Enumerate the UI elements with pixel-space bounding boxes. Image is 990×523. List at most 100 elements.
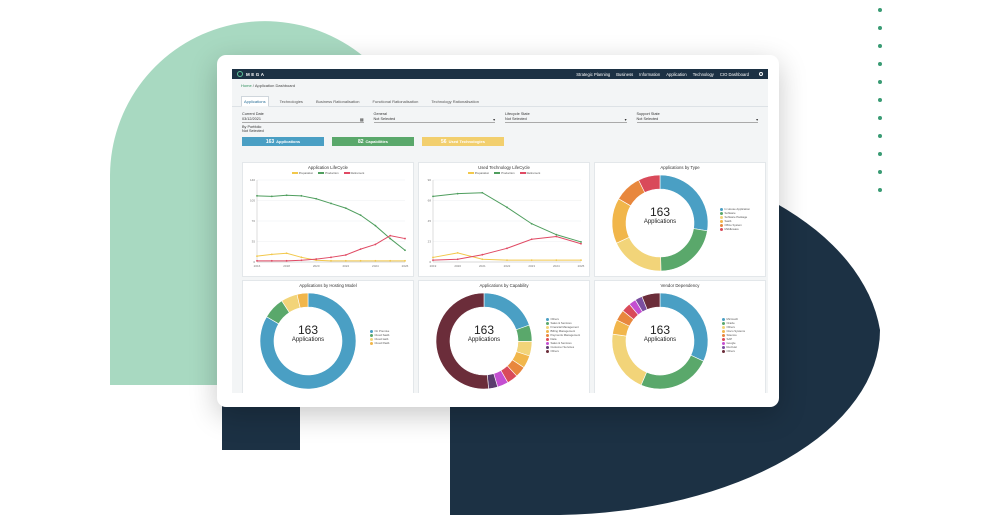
nav-strategic-planning[interactable]: Strategic Planning (576, 71, 611, 77)
donut-slice[interactable] (660, 228, 708, 272)
legend-item[interactable]: Google (722, 341, 745, 345)
breadcrumb: Home / Application Dashboard (232, 79, 768, 88)
kpi-used-technologies[interactable]: 56 Used Technologies (422, 137, 504, 146)
legend-label: Cisco Systems (726, 329, 746, 333)
donut-slice[interactable] (435, 292, 489, 390)
legend-item[interactable]: Cloud PaaS (370, 341, 389, 345)
legend-swatch (722, 337, 725, 341)
y-tick-label: 105 (250, 199, 255, 203)
legend-item[interactable]: Billing Management (546, 329, 580, 333)
legend-item[interactable]: Others (546, 317, 580, 321)
mega-logo[interactable]: MEGA (237, 71, 266, 77)
legend-item[interactable]: Financial Management (546, 325, 580, 329)
data-point (456, 192, 459, 195)
center-label: Applications (643, 219, 677, 225)
kpi-number: 163 (265, 138, 275, 145)
legend-item[interactable]: Sales & Services (546, 321, 580, 325)
nav-information[interactable]: Information (639, 71, 661, 77)
center-number: 163 (473, 323, 495, 337)
legend-item[interactable]: Payments Management (546, 333, 580, 337)
search-icon[interactable] (759, 72, 763, 76)
legend-item[interactable]: Customer Services (546, 345, 580, 349)
legend-swatch (720, 219, 723, 223)
donut-slice[interactable] (616, 236, 662, 272)
donut-slice[interactable] (296, 292, 309, 309)
filter-current-date[interactable]: Current Date 03/12/2021 ▦ (242, 112, 364, 123)
data-point (359, 259, 362, 262)
filter-general[interactable]: General Not Selected ▾ (373, 112, 495, 123)
legend-by-capability: Others Sales & Services Financial Manageme… (546, 317, 580, 353)
donut-slice[interactable] (259, 292, 357, 390)
legend-item[interactable]: In House Application (720, 207, 750, 211)
legend-item[interactable]: Software Package (720, 215, 750, 219)
legend-swatch (722, 317, 725, 321)
tab-applications[interactable]: Applications (241, 95, 269, 107)
nav-technology[interactable]: Technology (692, 71, 714, 77)
legend-item[interactable]: SaaS (720, 219, 750, 223)
tab-technology-rationalisation[interactable]: Technology Rationalisation (431, 98, 479, 104)
legend-swatch (546, 325, 549, 329)
legend-label: Payments Management (550, 333, 581, 337)
tab-functional-rationalisation[interactable]: Functional Rationalisation (372, 98, 419, 104)
data-point (374, 259, 377, 262)
nav-cio-dashboard[interactable]: CIO Dashboard (719, 71, 749, 77)
data-point (404, 259, 406, 262)
kpi-applications[interactable]: 163 Applications (242, 137, 324, 146)
data-point (270, 259, 273, 262)
legend-swatch (720, 207, 723, 211)
legend-item: Production (318, 171, 339, 175)
legend-item[interactable]: Cisco Systems (722, 329, 745, 333)
legend-vendor: Microsoft Oracle Others Cisco Systems Siteco… (722, 317, 745, 353)
data-point (256, 194, 258, 197)
kpi-label: Capabilities (365, 139, 388, 144)
legend-label: Red Hat (726, 345, 737, 349)
nav-application[interactable]: Application (666, 71, 687, 77)
legend-item[interactable]: Software (720, 211, 750, 215)
legend-item[interactable]: Office System (720, 223, 750, 227)
filter-value: Not Selected (505, 117, 527, 121)
legend-item[interactable]: Others (722, 349, 745, 353)
legend-label: Cloud PaaS (374, 341, 390, 345)
kpi-capabilities[interactable]: 82 Capabilities (332, 137, 414, 146)
legend-item[interactable]: Sitecore (722, 333, 745, 337)
legend-item[interactable]: Oracle (722, 321, 745, 325)
legend-item[interactable]: On Premise (370, 329, 389, 333)
nav-business[interactable]: Business (616, 71, 634, 77)
legend-item[interactable]: Others (546, 349, 580, 353)
legend-item[interactable]: Microsoft (722, 317, 745, 321)
legend-item[interactable]: Middleware (720, 227, 750, 231)
data-point (285, 252, 288, 255)
breadcrumb-home[interactable]: Home (241, 83, 252, 88)
legend-swatch (720, 211, 723, 215)
legend-swatch (546, 345, 549, 349)
legend-label: Financial Management (550, 325, 579, 329)
chevron-down-icon: ▾ (756, 118, 758, 122)
legend-item: Production (494, 171, 515, 175)
legend-item[interactable]: Others (722, 325, 745, 329)
filter-support-state[interactable]: Support State Not Selected ▾ (636, 112, 758, 123)
legend-item[interactable]: Data (546, 337, 580, 341)
donut-chart-by-hosting (259, 292, 357, 390)
x-tick-label: 2023 (528, 264, 535, 268)
legend-item[interactable]: Sales & Services (546, 341, 580, 345)
series-line-production (432, 192, 582, 243)
legend-swatch (722, 321, 725, 325)
filter-lifecycle-state[interactable]: Lifecycle State Not Selected ▾ (505, 112, 627, 123)
filter-portfolio[interactable]: By Portfolio Not Selected (232, 123, 768, 133)
legend-label: Others (550, 317, 559, 321)
data-point (285, 194, 288, 197)
donut-slice[interactable] (638, 174, 661, 193)
donut-slice[interactable] (641, 292, 661, 310)
legend-item[interactable]: Red Hat (722, 345, 745, 349)
donut-slice[interactable] (640, 354, 704, 390)
legend-item[interactable]: SAP (722, 337, 745, 341)
legend-item[interactable]: Cloud SaaS (370, 333, 389, 337)
data-point (256, 255, 258, 258)
tab-technologies[interactable]: Technologies (279, 98, 303, 104)
data-point (432, 256, 434, 259)
data-point (530, 222, 533, 225)
tab-business-rationalisation[interactable]: Business Rationalisation (315, 98, 360, 104)
card-title: Application LifeCycle (308, 165, 348, 170)
line-legend: Preparation Production Retirement (243, 171, 413, 175)
legend-item[interactable]: Cloud IaaS (370, 337, 389, 341)
